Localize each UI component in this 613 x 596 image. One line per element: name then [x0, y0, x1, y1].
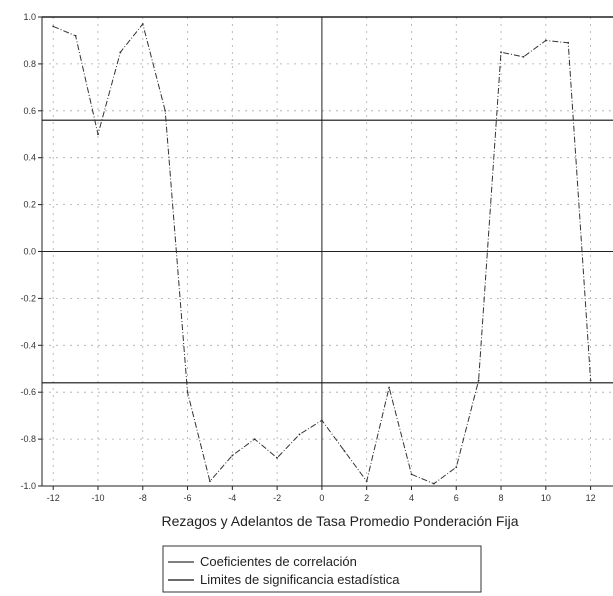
correlation-point [321, 419, 323, 422]
correlation-point [432, 482, 435, 485]
correlation-point [52, 25, 55, 28]
y-tick-label: 0.0 [23, 247, 36, 257]
x-tick-label: 12 [586, 493, 596, 503]
x-tick-label: 8 [499, 493, 504, 503]
correlation-point [209, 480, 211, 483]
legend-label-correlation: Coeficientes de correlación [200, 554, 357, 569]
correlation-point [477, 379, 480, 382]
correlation-point [253, 438, 256, 440]
correlation-point [544, 39, 547, 42]
correlation-point [343, 449, 346, 452]
x-tick-label: -12 [47, 493, 60, 503]
x-tick-label: -8 [139, 493, 147, 503]
y-tick-label: -1.0 [20, 481, 36, 491]
x-axis-label: Rezagos y Adelantos de Tasa Promedio Pon… [162, 513, 519, 529]
y-tick-label: -0.6 [20, 387, 36, 397]
axes [38, 16, 613, 490]
y-tick-label: 0.2 [23, 200, 36, 210]
correlation-point [500, 51, 502, 54]
y-tick-label: 0.4 [23, 153, 36, 163]
correlation-point [97, 133, 99, 136]
x-tick-label: 6 [454, 493, 459, 503]
significance-limits [42, 119, 613, 384]
x-tick-label: -2 [273, 493, 281, 503]
y-tick-label: -0.2 [20, 293, 36, 303]
x-tick-label: 2 [364, 493, 369, 503]
correlation-point [455, 466, 458, 469]
x-tick-label: 0 [319, 493, 324, 503]
y-tick-labels: 1.0 0.8 0.6 0.4 0.2 0.0 -0.2 -0.4 -0.6 -0.8 -1.0 [20, 12, 36, 491]
legend-label-limits: Limites de significancia estadística [200, 572, 400, 587]
x-tick-label: -10 [91, 493, 104, 503]
correlation-series [52, 22, 592, 485]
correlation-point [410, 473, 413, 476]
correlation-point [141, 23, 144, 25]
y-tick-label: 0.6 [23, 106, 36, 116]
x-tick-labels: -12 -10 -8 -6 -4 -2 0 2 4 6 8 10 12 [47, 493, 596, 503]
y-tick-label: -0.8 [20, 434, 36, 444]
correlation-point [119, 51, 122, 54]
correlation-point [589, 379, 592, 382]
correlation-point [74, 34, 77, 37]
correlation-point [567, 41, 570, 44]
correlation-point [388, 386, 390, 389]
x-tick-label: 4 [409, 493, 414, 503]
x-tick-label: 10 [541, 493, 551, 503]
correlation-point [522, 55, 525, 58]
correlation-point [365, 480, 368, 483]
x-tick-label: -4 [228, 493, 236, 503]
x-tick-label: -6 [184, 493, 192, 503]
legend: Coeficientes de correlación Limites de s… [162, 545, 482, 593]
y-tick-label: 0.8 [23, 59, 36, 69]
correlation-point [164, 109, 167, 112]
correlation-point [276, 456, 279, 459]
correlation-point [231, 454, 234, 457]
y-tick-label: -0.4 [20, 340, 36, 350]
correlation-point [186, 391, 189, 394]
correlation-point [298, 433, 301, 436]
legend-box [162, 545, 482, 593]
y-tick-label: 1.0 [23, 12, 36, 22]
